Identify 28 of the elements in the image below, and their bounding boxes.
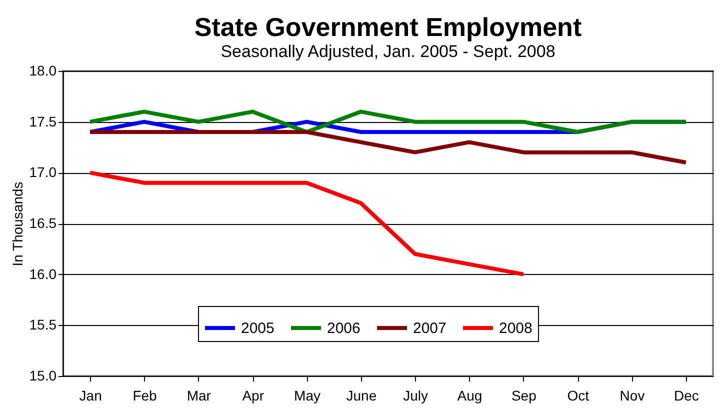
x-tick-label: Feb — [132, 388, 158, 404]
y-tick-label: 15.0 — [29, 368, 57, 384]
y-tick-label: 16.5 — [29, 215, 57, 231]
x-tick-label: June — [346, 388, 377, 404]
y-tick-label: 15.5 — [29, 316, 57, 333]
x-tick-label: Sep — [511, 388, 537, 404]
x-tick-label: Aug — [457, 388, 482, 404]
line-series — [88, 130, 688, 164]
legend-label: 2006 — [327, 320, 360, 337]
x-tick-label: Mar — [186, 388, 212, 404]
chart-title: State Government Employment — [194, 12, 582, 42]
y-tick-label: 17.0 — [29, 164, 57, 180]
x-tick-label: Jan — [79, 388, 102, 404]
line-series — [88, 170, 526, 276]
y-tick-label: 16.0 — [29, 266, 57, 282]
x-tick-label: Nov — [620, 388, 645, 404]
legend-label: 2008 — [499, 320, 532, 337]
y-tick-label: 17.5 — [29, 113, 57, 130]
legend-label: 2005 — [241, 320, 274, 337]
x-tick-label: Apr — [242, 388, 264, 404]
y-axis-title: In Thousands — [9, 182, 26, 266]
x-tick-label: May — [294, 388, 320, 404]
y-tick-label: 18.0 — [29, 62, 57, 78]
x-tick-label: Oct — [567, 388, 590, 404]
x-tick-label: July — [403, 388, 428, 404]
legend-label: 2007 — [413, 320, 446, 337]
chart-subtitle: Seasonally Adjusted, Jan. 2005 - Sept. 2008 — [220, 42, 556, 61]
x-tick-label: Dec — [674, 388, 699, 404]
